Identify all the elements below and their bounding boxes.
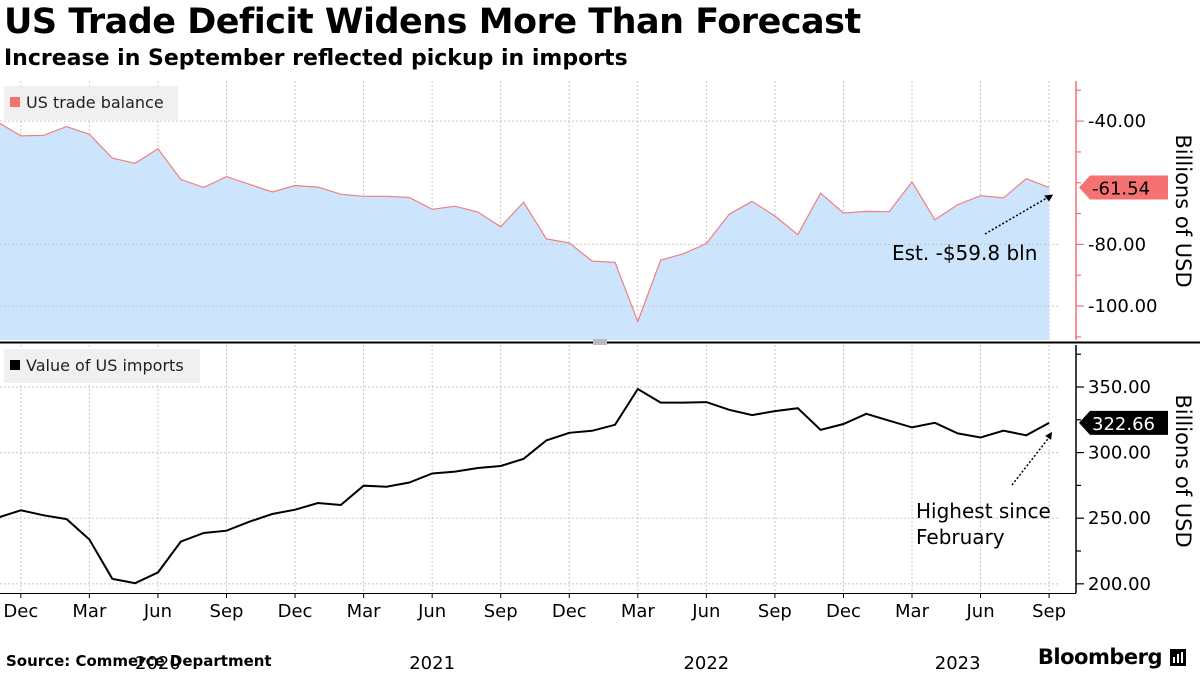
x-tick-label: Mar xyxy=(621,601,656,622)
x-tick-label: Sep xyxy=(484,601,518,622)
annotation-imports-line2: February xyxy=(916,525,1005,549)
x-tick-label: Mar xyxy=(347,601,382,622)
last-value-label-imports: 322.66 xyxy=(1092,414,1155,435)
y-axis-title-balance: Billions of USD xyxy=(1171,134,1195,287)
x-year-label: 2021 xyxy=(409,653,455,674)
legend-imports-box xyxy=(4,349,200,383)
y-tick-label-balance: -80.00 xyxy=(1088,234,1146,255)
x-year-label: 2022 xyxy=(683,653,729,674)
y-tick-label-balance: -40.00 xyxy=(1088,111,1146,132)
x-year-label: 2023 xyxy=(935,653,981,674)
annotation-arrowhead-imports xyxy=(1045,431,1053,440)
legend-balance-label: US trade balance xyxy=(26,93,164,112)
x-tick-label: Jun xyxy=(417,601,446,622)
chart-subtitle: Increase in September reflected pickup i… xyxy=(4,46,628,71)
chart-title: US Trade Deficit Widens More Than Foreca… xyxy=(4,2,861,42)
x-tick-label: Sep xyxy=(1032,601,1066,622)
x-tick-label: Dec xyxy=(278,601,313,622)
y-tick-label-imports: 250.00 xyxy=(1088,508,1151,529)
x-tick-label: Jun xyxy=(691,601,720,622)
terminal-icon xyxy=(1170,648,1186,666)
y-tick-label-imports: 200.00 xyxy=(1088,574,1151,595)
panel-imports-bg xyxy=(0,345,1060,593)
legend-imports-swatch xyxy=(10,360,20,370)
annotation-arrow-balance xyxy=(984,194,1052,235)
annotation-arrowhead-balance xyxy=(1044,194,1054,202)
x-tick-label: Sep xyxy=(210,601,244,622)
brand: Bloomberg xyxy=(1038,645,1186,669)
legend-imports-label: Value of US imports xyxy=(26,356,184,375)
legend-balance-swatch xyxy=(10,97,20,107)
balance-area xyxy=(0,123,1050,340)
y-tick-label-imports: 300.00 xyxy=(1088,443,1151,464)
x-tick-label: Mar xyxy=(895,601,930,622)
x-year-label: 2020 xyxy=(135,653,181,674)
x-tick-label: Jun xyxy=(143,601,172,622)
x-tick-label: Dec xyxy=(826,601,861,622)
x-tick-label: Jun xyxy=(965,601,994,622)
annotation-balance: Est. -$59.8 bln xyxy=(892,241,1037,265)
annotation-arrow-imports xyxy=(1011,434,1052,486)
last-value-badge-balance xyxy=(1079,175,1168,200)
brand-name: Bloomberg xyxy=(1037,645,1163,669)
y-axis-title-imports: Billions of USD xyxy=(1171,394,1195,547)
x-tick-label: Dec xyxy=(3,601,38,622)
legend-balance-box xyxy=(4,86,178,120)
last-value-badge-imports xyxy=(1079,410,1168,435)
balance-line xyxy=(0,122,1050,324)
y-tick-label-imports: 350.00 xyxy=(1088,377,1151,398)
panel-splitter-handle xyxy=(593,339,607,345)
imports-line xyxy=(0,387,1050,585)
x-tick-label: Sep xyxy=(758,601,792,622)
source-note: Source: Commerce Department xyxy=(6,652,272,670)
x-tick-label: Dec xyxy=(552,601,587,622)
annotation-imports-line1: Highest since xyxy=(916,499,1051,523)
x-tick-label: Mar xyxy=(72,601,107,622)
last-value-label-balance: -61.54 xyxy=(1092,178,1150,199)
y-tick-label-balance: -100.00 xyxy=(1088,296,1157,317)
